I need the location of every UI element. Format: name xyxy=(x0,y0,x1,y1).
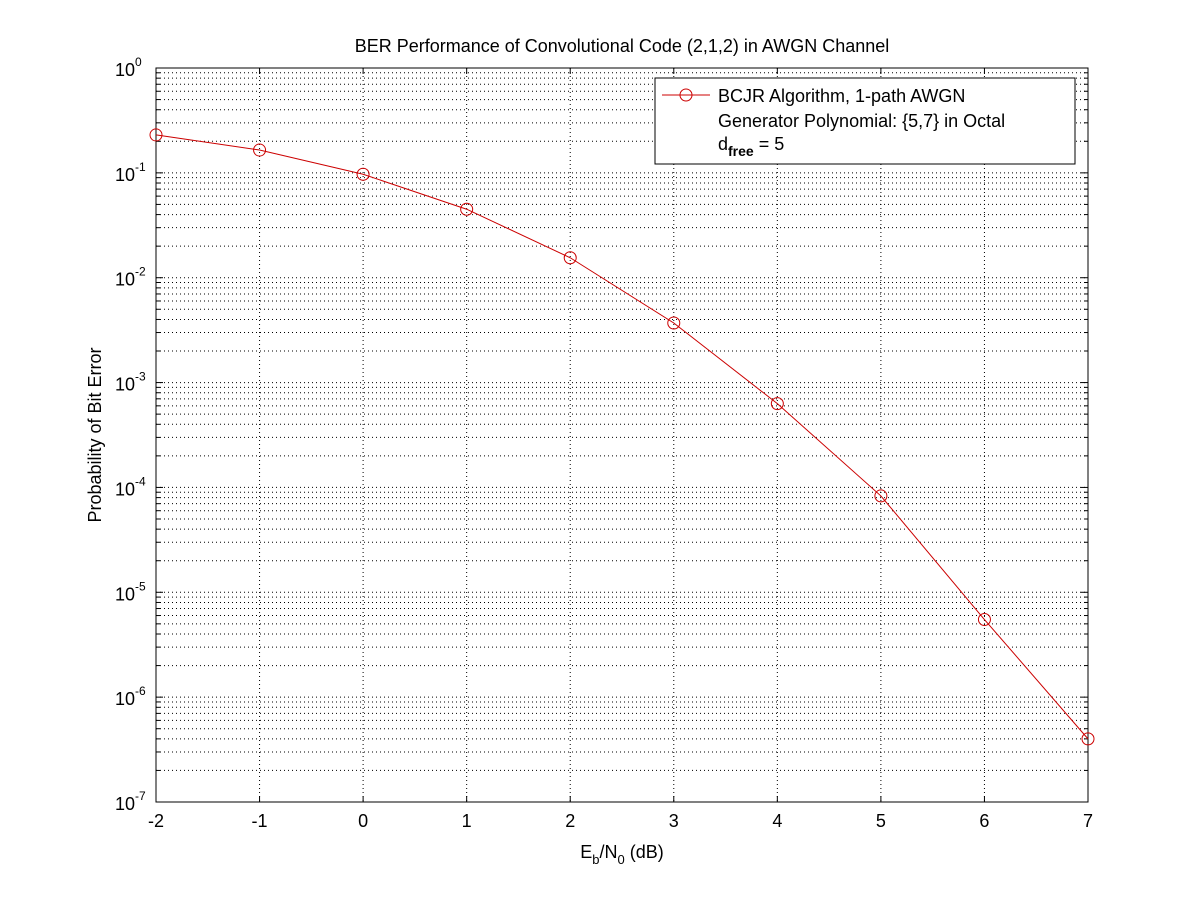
y-tick-label: 10-5 xyxy=(115,579,146,604)
y-tick-label: 10-2 xyxy=(115,265,146,290)
x-tick-label: 1 xyxy=(462,811,472,831)
x-axis-label: Eb/N0 (dB) xyxy=(580,842,664,867)
y-tick-base: 10 xyxy=(115,270,135,290)
y-tick-base: 10 xyxy=(115,60,135,80)
legend-series-marker xyxy=(679,88,693,102)
x-axis-label-mid: /N xyxy=(600,842,618,862)
y-tick-exp: -1 xyxy=(135,160,146,174)
y-tick-exp: 0 xyxy=(135,55,142,69)
x-tick-label: 2 xyxy=(565,811,575,831)
series-line xyxy=(155,134,1089,740)
y-tick-exp: -6 xyxy=(135,684,146,698)
y-tick-base: 10 xyxy=(115,375,135,395)
data-point xyxy=(1081,732,1095,746)
y-tick-base: 10 xyxy=(115,794,135,814)
plot-frame xyxy=(155,67,1089,803)
x-tick-label: 7 xyxy=(1083,811,1093,831)
x-tick-label: 5 xyxy=(876,811,886,831)
data-point xyxy=(667,316,681,330)
legend-generator-label: Generator Polynomial: {5,7} in Octal xyxy=(718,111,1005,131)
data-point xyxy=(356,167,370,181)
y-tick-label: 10-1 xyxy=(115,160,146,185)
x-axis-label-tail: (dB) xyxy=(625,842,664,862)
y-tick-label: 100 xyxy=(115,55,142,80)
data-point xyxy=(977,613,991,627)
x-tick-labels: -2 -1 0 1 2 3 4 5 6 7 xyxy=(148,811,1093,831)
y-tick-exp: -2 xyxy=(135,265,146,279)
x-tick-label: -2 xyxy=(148,811,164,831)
x-axis-label-base: E xyxy=(580,842,592,862)
data-point xyxy=(460,202,474,216)
data-series xyxy=(149,128,1095,746)
data-point xyxy=(149,128,163,142)
legend-dfree-label: dfree = 5 xyxy=(718,134,784,159)
y-tick-base: 10 xyxy=(115,165,135,185)
legend-series-label: BCJR Algorithm, 1-path AWGN xyxy=(718,86,965,106)
data-point xyxy=(874,489,888,503)
data-point xyxy=(770,397,784,411)
y-tick-label: 10-3 xyxy=(115,370,146,395)
legend-dfree-sub: free xyxy=(728,143,754,159)
y-tick-exp: -7 xyxy=(135,789,146,803)
y-tick-base: 10 xyxy=(115,689,135,709)
data-point xyxy=(253,143,267,157)
y-tick-label: 10-4 xyxy=(115,474,146,499)
x-tick-label: -1 xyxy=(252,811,268,831)
y-tick-label: 10-7 xyxy=(115,789,146,814)
x-tick-label: 3 xyxy=(669,811,679,831)
chart-title: BER Performance of Convolutional Code (2… xyxy=(355,36,890,56)
plot-area xyxy=(156,68,1088,802)
y-tick-exp: -5 xyxy=(135,579,146,593)
x-tick-label: 4 xyxy=(772,811,782,831)
x-tick-label: 6 xyxy=(979,811,989,831)
legend-dfree-base: d xyxy=(718,134,728,154)
legend: BCJR Algorithm, 1-path AWGN Generator Po… xyxy=(654,77,1076,165)
x-axis-label-sub2: 0 xyxy=(618,852,625,867)
axis-ticks xyxy=(155,67,1089,803)
y-tick-label: 10-6 xyxy=(115,684,146,709)
x-axis-label-sub1: b xyxy=(592,852,599,867)
data-point xyxy=(563,251,577,265)
legend-dfree-tail: = 5 xyxy=(754,134,785,154)
y-tick-exp: -3 xyxy=(135,370,146,384)
y-axis-label: Probability of Bit Error xyxy=(85,347,105,522)
x-tick-label: 0 xyxy=(358,811,368,831)
y-tick-exp: -4 xyxy=(135,474,146,488)
y-tick-base: 10 xyxy=(115,584,135,604)
y-tick-base: 10 xyxy=(115,479,135,499)
legend-box xyxy=(654,77,1076,165)
